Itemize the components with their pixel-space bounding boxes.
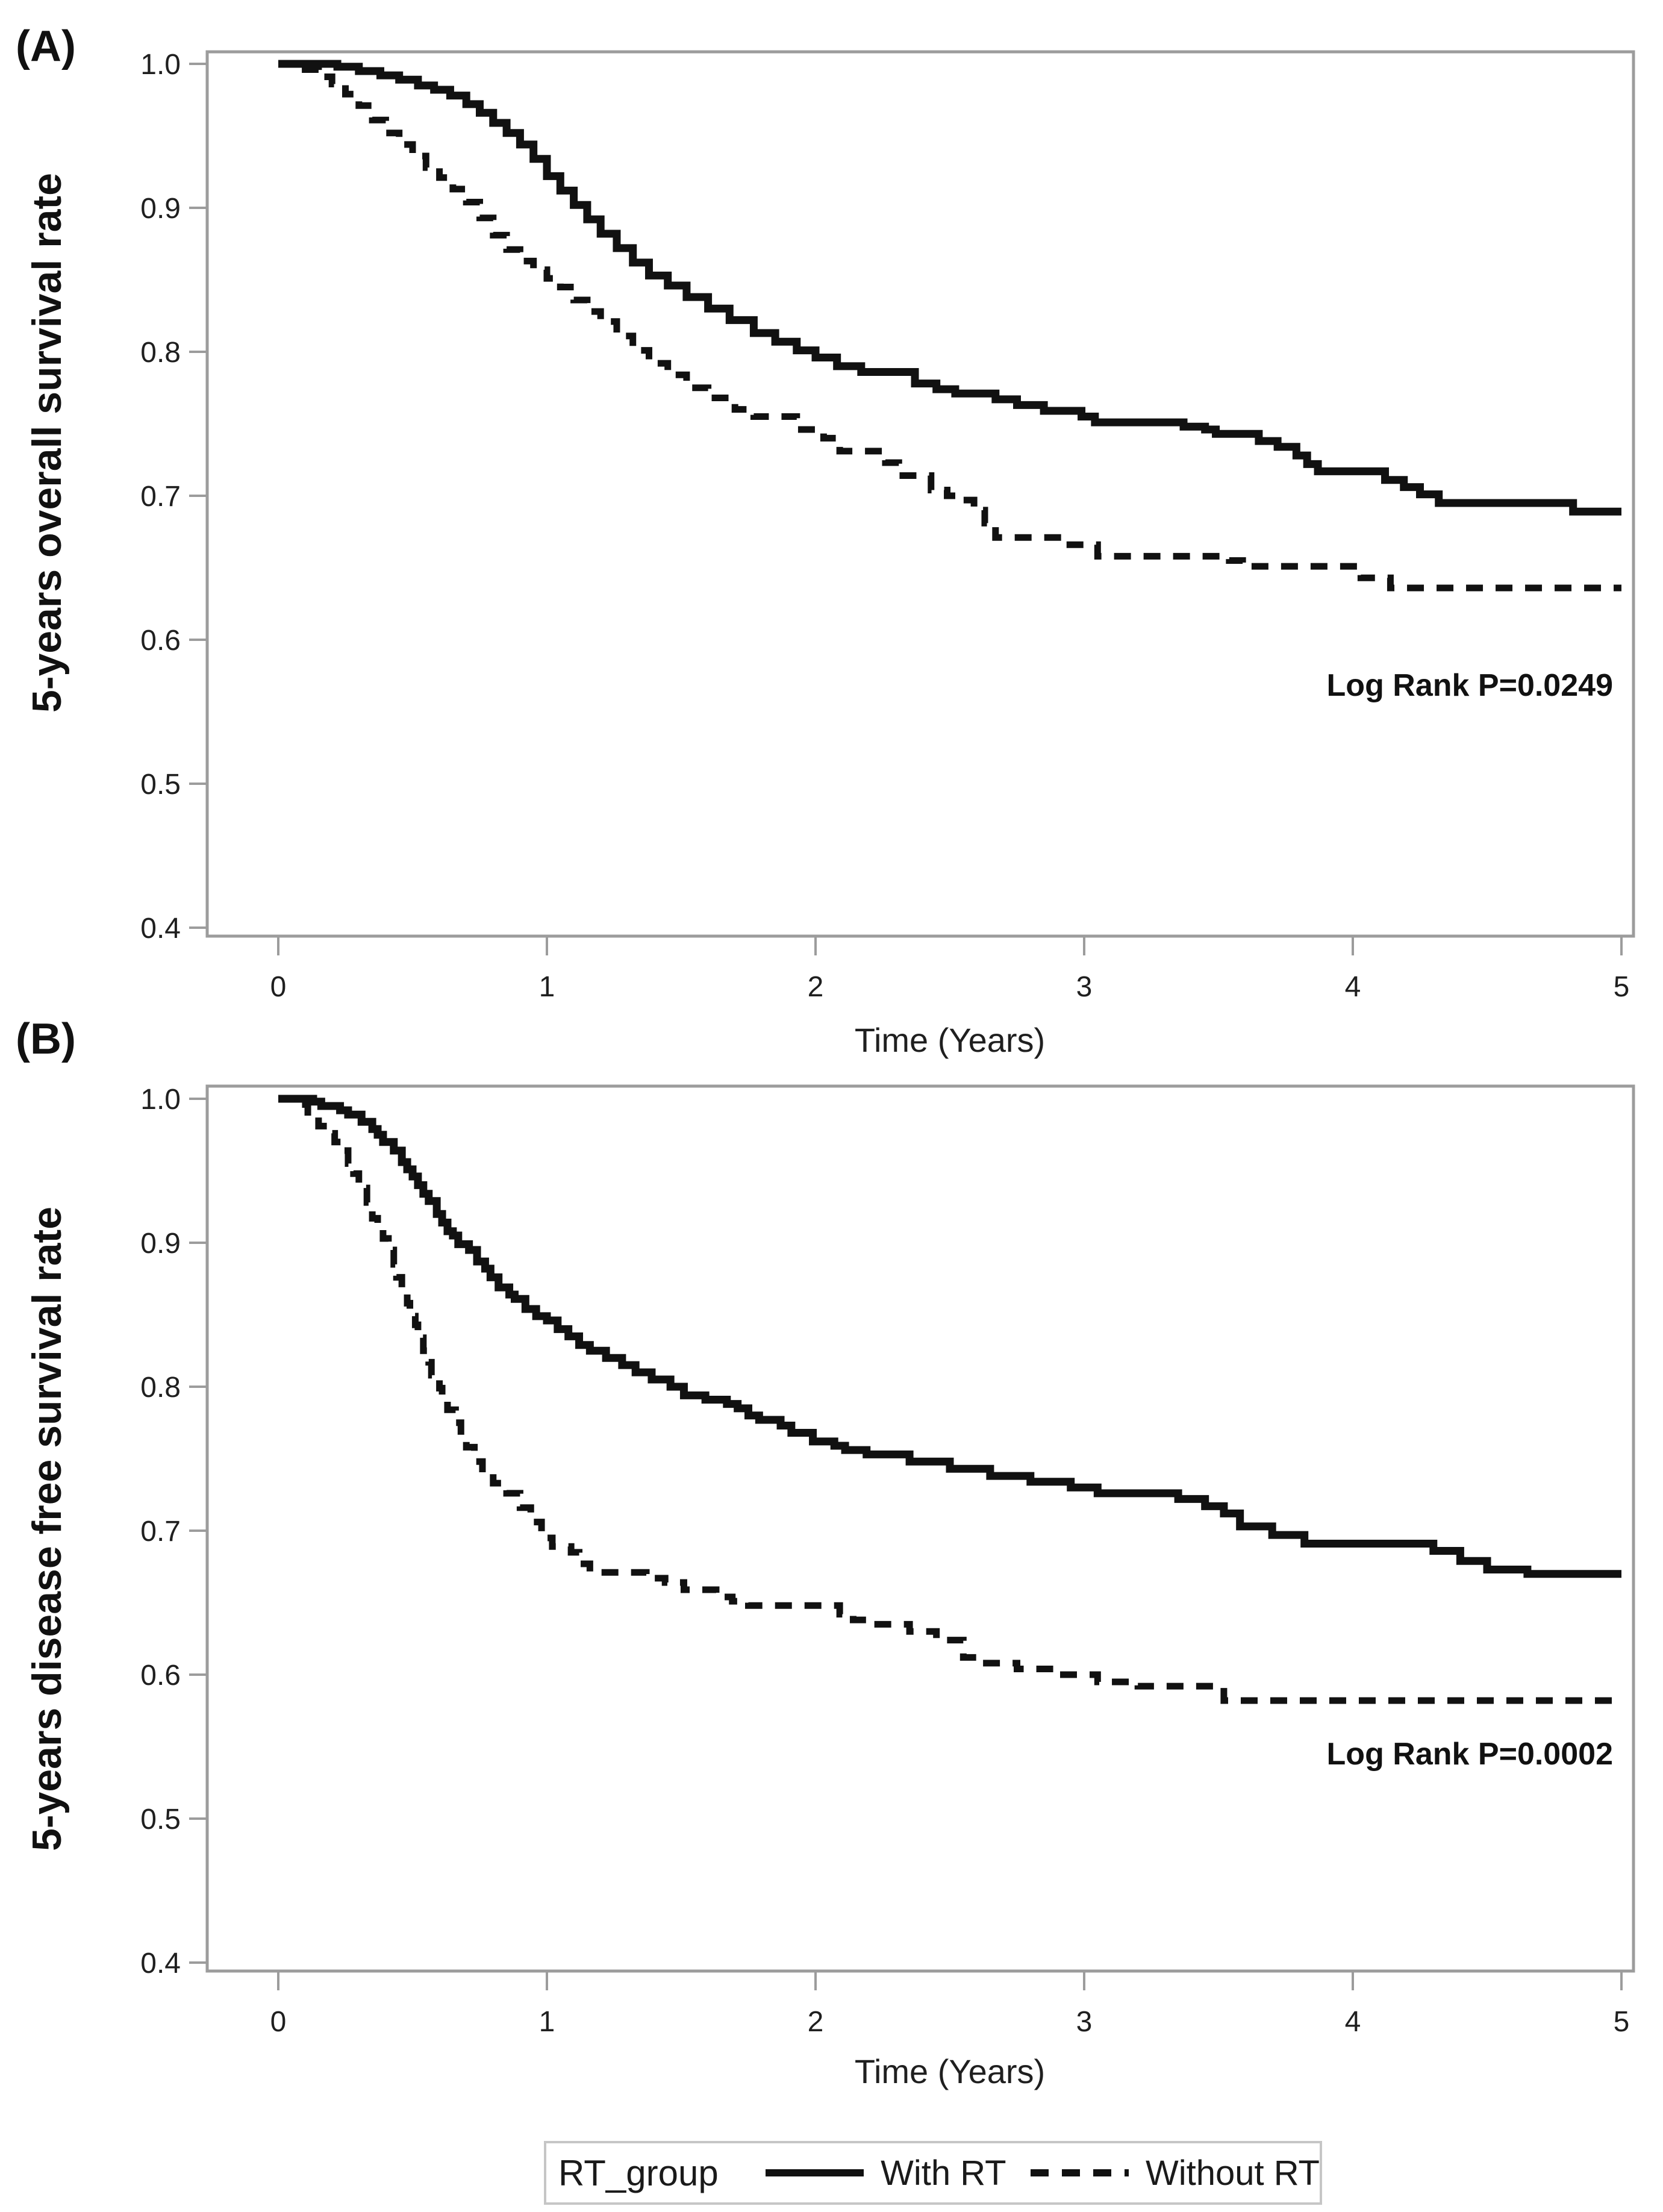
km-curve-without-rt [278, 1095, 1621, 1704]
y-tick-label: 0.9 [140, 1228, 181, 1260]
y-tick-label: 0.5 [140, 1804, 181, 1836]
km-curve-with-rt [278, 1095, 1621, 1578]
y-tick-label: 0.7 [140, 481, 181, 513]
x-tick-label: 4 [1345, 971, 1361, 1003]
y-tick-label: 0.6 [140, 625, 181, 657]
legend-label-with-rt: With RT [881, 2153, 1006, 2193]
y-tick-label: 1.0 [140, 49, 181, 81]
y-tick-label: 0.4 [140, 1948, 181, 1979]
panel-a-y-axis-title: 5-years overall survival rate [24, 173, 70, 713]
x-tick-label: 3 [1076, 971, 1093, 1003]
legend-label-without-rt: Without RT [1145, 2153, 1320, 2193]
x-tick-label: 2 [808, 971, 824, 1003]
y-tick-label: 0.7 [140, 1516, 181, 1548]
x-tick-label: 1 [539, 971, 555, 1003]
panel-a-x-axis-title: Time (Years) [854, 1021, 1046, 1059]
legend-title: RT_group [558, 2152, 719, 2193]
legend: RT_group With RT Without RT [544, 2141, 1322, 2205]
y-tick-label: 0.4 [140, 913, 181, 945]
km-curve-without-rt [278, 60, 1621, 592]
plot-frame [205, 1084, 1635, 1973]
y-tick-label: 0.6 [140, 1660, 181, 1692]
legend-solid-line-icon [765, 2169, 864, 2176]
x-tick-label: 2 [808, 2006, 824, 2038]
y-tick-label: 0.9 [140, 193, 181, 225]
x-tick-label: 0 [270, 2006, 287, 2038]
x-tick-label: 5 [1614, 2006, 1630, 2038]
y-tick-label: 0.5 [140, 769, 181, 801]
km-curve-with-rt [278, 60, 1621, 516]
panel-b-logrank-annotation: Log Rank P=0.0002 [1326, 1737, 1613, 1772]
y-tick-label: 1.0 [140, 1084, 181, 1116]
legend-dashed-line-icon [1030, 2169, 1129, 2176]
x-tick-label: 5 [1614, 971, 1630, 1003]
x-tick-label: 3 [1076, 2006, 1093, 2038]
x-tick-label: 1 [539, 2006, 555, 2038]
panel-b-letter: (B) [16, 1015, 76, 1063]
y-tick-label: 0.8 [140, 337, 181, 369]
panel-b-y-axis-title: 5-years disease free survival rate [24, 1207, 70, 1851]
x-tick-label: 0 [270, 971, 287, 1003]
plot-frame [205, 50, 1635, 938]
panel-a-letter: (A) [16, 22, 76, 70]
panel-b-x-axis-title: Time (Years) [854, 2052, 1046, 2090]
x-tick-label: 4 [1345, 2006, 1361, 2038]
y-tick-label: 0.8 [140, 1372, 181, 1404]
panel-a-logrank-annotation: Log Rank P=0.0249 [1326, 668, 1613, 703]
